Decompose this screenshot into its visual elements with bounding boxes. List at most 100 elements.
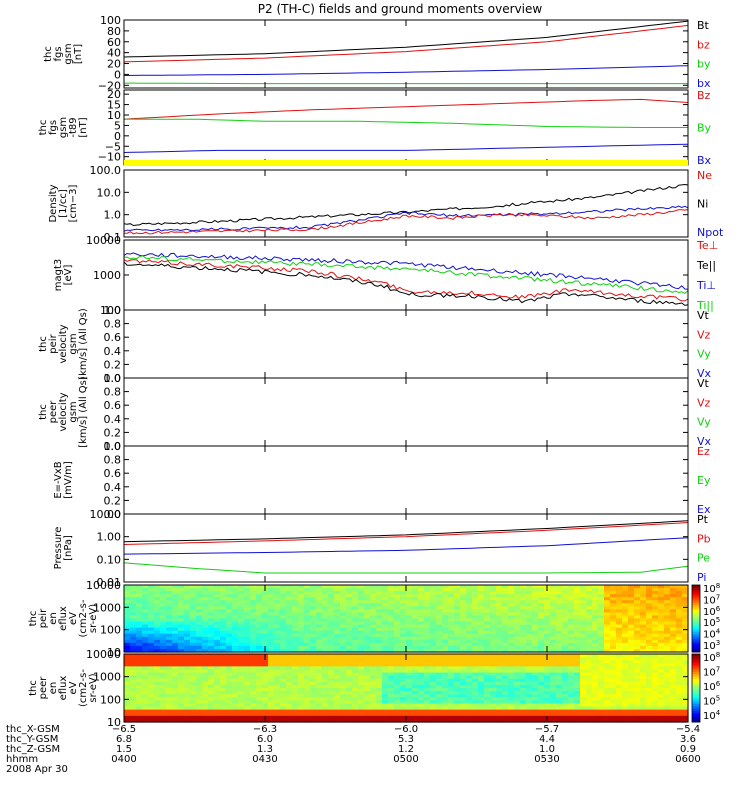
spectrogram-cell <box>208 681 215 686</box>
spectrogram-cell <box>496 703 503 708</box>
spectrogram-cell <box>280 636 287 641</box>
spectrogram-cell <box>478 681 485 686</box>
spectrogram-cell <box>658 691 665 695</box>
spectrogram-cell <box>562 630 569 635</box>
spectrogram-cell <box>562 588 569 592</box>
spectrogram-cell <box>172 703 179 708</box>
spectrogram-cell <box>130 718 137 723</box>
spectrogram-cell <box>658 654 665 658</box>
spectrogram-cell <box>202 688 209 692</box>
spectrogram-cell <box>160 585 167 589</box>
spectrogram-cell <box>442 709 449 714</box>
spectrogram-cell <box>190 597 197 601</box>
spectrogram-cell <box>634 684 641 689</box>
spectrogram-cell <box>256 612 263 617</box>
spectrogram-cell <box>682 636 689 641</box>
spectrogram-cell <box>232 636 239 641</box>
spectrogram-cell <box>616 700 623 705</box>
spectrogram-cell <box>400 712 407 717</box>
spectrogram-cell <box>124 657 131 661</box>
spectrogram-cell <box>634 597 641 601</box>
y-tick-label: 10000 <box>86 579 121 592</box>
spectrogram-cell <box>574 639 581 644</box>
spectrogram-cell <box>568 669 575 674</box>
spectrogram-cell <box>622 709 629 714</box>
spectrogram-cell <box>466 639 473 644</box>
spectrogram-cell <box>640 718 647 723</box>
spectrogram-cell <box>436 612 443 617</box>
x-row-value: 1.2 <box>398 744 414 755</box>
spectrogram-cell <box>598 663 605 667</box>
spectrogram-cell <box>214 600 221 604</box>
spectrogram-cell <box>280 639 287 644</box>
spectrogram-cell <box>136 588 143 592</box>
legend-entry-Te⊥: Te⊥ <box>696 239 718 252</box>
spectrogram-cell <box>466 612 473 617</box>
spectrogram-cell <box>340 585 347 589</box>
spectrogram-cell <box>508 603 515 607</box>
spectrogram-cell <box>550 615 557 620</box>
spectrogram-cell <box>676 636 683 641</box>
y-axis-label-line: Pressure <box>53 527 64 570</box>
spectrogram-cell <box>646 642 653 647</box>
spectrogram-cell <box>664 697 671 701</box>
spectrogram-cell <box>664 636 671 641</box>
spectrogram-cell <box>388 630 395 635</box>
spectrogram-cell <box>622 691 629 695</box>
spectrogram-cell <box>598 660 605 664</box>
spectrogram-cell <box>592 648 599 653</box>
colorbar-cell <box>692 585 700 588</box>
spectrogram-cell <box>382 627 389 632</box>
spectrogram-cell <box>628 706 635 711</box>
spectrogram-cell <box>250 606 257 610</box>
spectrogram-cell <box>364 675 371 680</box>
spectrogram-cell <box>646 709 653 714</box>
panel-frame <box>123 169 689 238</box>
spectrogram-cell <box>316 645 323 650</box>
spectrogram-cell <box>262 627 269 632</box>
spectrogram-cell <box>316 715 323 720</box>
spectrogram-cell <box>574 666 581 671</box>
spectrogram-cell <box>244 684 251 689</box>
spectrogram-cell <box>412 700 419 705</box>
spectrogram-cell <box>412 709 419 714</box>
spectrogram-cell <box>130 654 137 658</box>
spectrogram-cell <box>136 688 143 692</box>
spectrogram-cell <box>466 681 473 686</box>
spectrogram-cell <box>424 669 431 674</box>
spectrogram-cell <box>172 700 179 705</box>
spectrogram-cell <box>526 703 533 708</box>
spectrogram-cell <box>364 648 371 653</box>
y-tick-label: −5 <box>105 140 121 153</box>
spectrogram-cell <box>628 603 635 607</box>
spectrogram-cell <box>502 715 509 720</box>
spectrogram-cell <box>424 636 431 641</box>
spectrogram-cell <box>178 594 185 598</box>
spectrogram-cell <box>148 600 155 604</box>
spectrogram-cell <box>358 688 365 692</box>
y-tick-label: 0.0 <box>104 372 122 385</box>
spectrogram-cell <box>250 645 257 650</box>
spectrogram-cell <box>412 675 419 680</box>
spectrogram-cell <box>388 594 395 598</box>
spectrogram-cell <box>652 654 659 658</box>
spectrogram-cell <box>550 666 557 671</box>
spectrogram-cell <box>256 678 263 683</box>
spectrogram-cell <box>358 691 365 695</box>
spectrogram-cell <box>202 663 209 667</box>
spectrogram-cell <box>532 718 539 723</box>
spectrogram-cell <box>466 609 473 614</box>
spectrogram-cell <box>322 709 329 714</box>
spectrogram-cell <box>670 600 677 604</box>
spectrogram-cell <box>574 681 581 686</box>
spectrogram-cell <box>646 715 653 720</box>
spectrogram-cell <box>460 618 467 623</box>
spectrogram-cell <box>304 591 311 595</box>
spectrogram-cell <box>322 703 329 708</box>
spectrogram-cell <box>130 642 137 647</box>
spectrogram-cell <box>634 591 641 595</box>
spectrogram-cell <box>448 678 455 683</box>
spectrogram-cell <box>376 642 383 647</box>
spectrogram-cell <box>520 603 527 607</box>
spectrogram-cell <box>466 703 473 708</box>
